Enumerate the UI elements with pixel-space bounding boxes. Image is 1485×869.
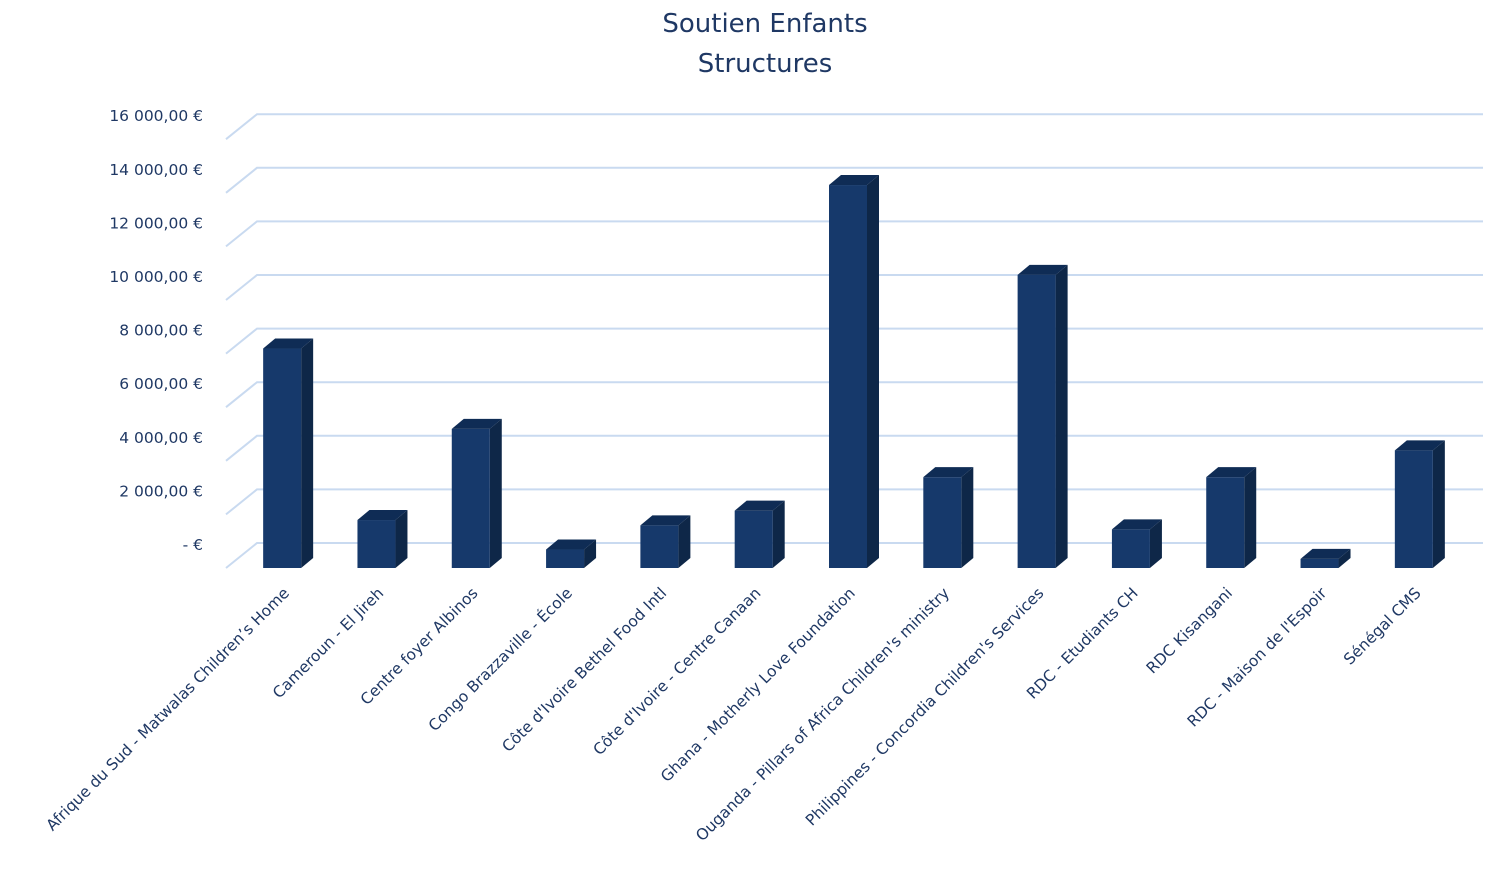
bar-front bbox=[923, 477, 962, 568]
bar-side bbox=[584, 539, 597, 568]
bar bbox=[546, 539, 597, 568]
bar-top bbox=[829, 175, 879, 186]
bar-top bbox=[1017, 264, 1068, 275]
bar bbox=[357, 510, 408, 568]
bar bbox=[263, 338, 314, 568]
grid-line bbox=[225, 274, 1483, 301]
bar-side bbox=[1149, 519, 1162, 568]
x-tick-label: Côte d'Ivoire Bethel Food Intl bbox=[499, 584, 671, 756]
bar-front bbox=[1017, 274, 1056, 568]
y-tick-label: 8 000,00 € bbox=[119, 322, 203, 340]
bar-front bbox=[263, 348, 302, 568]
bar bbox=[1300, 548, 1351, 568]
x-tick-label: Côte d'Ivoire - Centre Canaan bbox=[590, 584, 765, 759]
bar-side bbox=[1244, 467, 1257, 568]
y-axis: - € 2 000,00 € 4 000,00 € 6 000,00 € 8 000,0… bbox=[109, 107, 203, 554]
bar-top bbox=[923, 467, 974, 478]
bar bbox=[923, 467, 974, 568]
bar-top bbox=[546, 539, 597, 550]
y-tick-label: 14 000,00 € bbox=[109, 161, 203, 179]
bar-front bbox=[1394, 450, 1433, 568]
y-tick-label: 12 000,00 € bbox=[109, 214, 203, 232]
bar-top bbox=[1206, 467, 1257, 478]
x-tick-label: Sénégal CMS bbox=[1340, 584, 1424, 668]
bar-side bbox=[1055, 264, 1068, 568]
grid-line bbox=[225, 113, 1483, 140]
y-tick-label: 2 000,00 € bbox=[119, 482, 203, 500]
bar-front bbox=[546, 549, 585, 568]
bars bbox=[263, 175, 1445, 569]
y-tick-label: 10 000,00 € bbox=[109, 268, 203, 286]
bar-side bbox=[678, 515, 691, 568]
bar-top bbox=[263, 338, 314, 349]
bar-front bbox=[357, 520, 396, 568]
bar-top bbox=[1300, 548, 1351, 559]
bar-side bbox=[395, 510, 408, 568]
bar bbox=[1017, 264, 1068, 568]
bar-side bbox=[1432, 440, 1445, 568]
bar bbox=[734, 500, 785, 568]
x-tick-label: Afrique du Sud - Matwalas Children’s Hom… bbox=[43, 584, 293, 834]
grid-line bbox=[225, 434, 1483, 462]
bar-side bbox=[301, 338, 314, 568]
bar-top bbox=[734, 500, 785, 511]
chart-subtitle: Structures bbox=[697, 49, 833, 79]
grid-line bbox=[225, 488, 1483, 516]
bar-top bbox=[451, 418, 502, 429]
bar bbox=[829, 175, 879, 569]
bar-front bbox=[451, 428, 490, 568]
bar-front bbox=[640, 525, 679, 568]
bar-front bbox=[1111, 529, 1150, 568]
y-tick-label: 16 000,00 € bbox=[109, 107, 203, 125]
bar-side bbox=[1338, 548, 1351, 568]
bar-top bbox=[640, 515, 691, 526]
bar-side bbox=[867, 175, 879, 569]
bar-top bbox=[1394, 440, 1445, 451]
grid-line bbox=[225, 327, 1483, 355]
grid-line bbox=[225, 220, 1483, 248]
bar-front bbox=[734, 510, 773, 568]
bar-side bbox=[489, 418, 502, 568]
x-tick-label: RDC Kisangani bbox=[1143, 584, 1236, 677]
grid-line bbox=[225, 542, 1483, 569]
y-tick-label: 6 000,00 € bbox=[119, 375, 203, 393]
bar-side bbox=[961, 467, 974, 568]
bar bbox=[640, 515, 691, 568]
grid-line bbox=[225, 166, 1483, 194]
y-tick-label: - € bbox=[183, 536, 203, 554]
bar bbox=[1394, 440, 1445, 568]
bar-top bbox=[357, 510, 408, 521]
bar-side bbox=[772, 500, 785, 568]
bar-front bbox=[1206, 477, 1245, 568]
bar bbox=[1206, 467, 1257, 568]
bar-front bbox=[1300, 558, 1339, 568]
x-axis: Afrique du Sud - Matwalas Children’s Hom… bbox=[43, 583, 1425, 844]
x-tick-label: Ghana - Motherly Love Foundation bbox=[657, 584, 859, 786]
bar bbox=[1111, 519, 1162, 568]
bar bbox=[451, 418, 502, 568]
chart-title: Soutien Enfants bbox=[662, 9, 868, 39]
bar-front bbox=[829, 185, 867, 569]
y-tick-label: 4 000,00 € bbox=[119, 429, 203, 447]
grid-line bbox=[225, 381, 1483, 408]
bar-top bbox=[1111, 519, 1162, 530]
grid-lines bbox=[225, 113, 1483, 569]
